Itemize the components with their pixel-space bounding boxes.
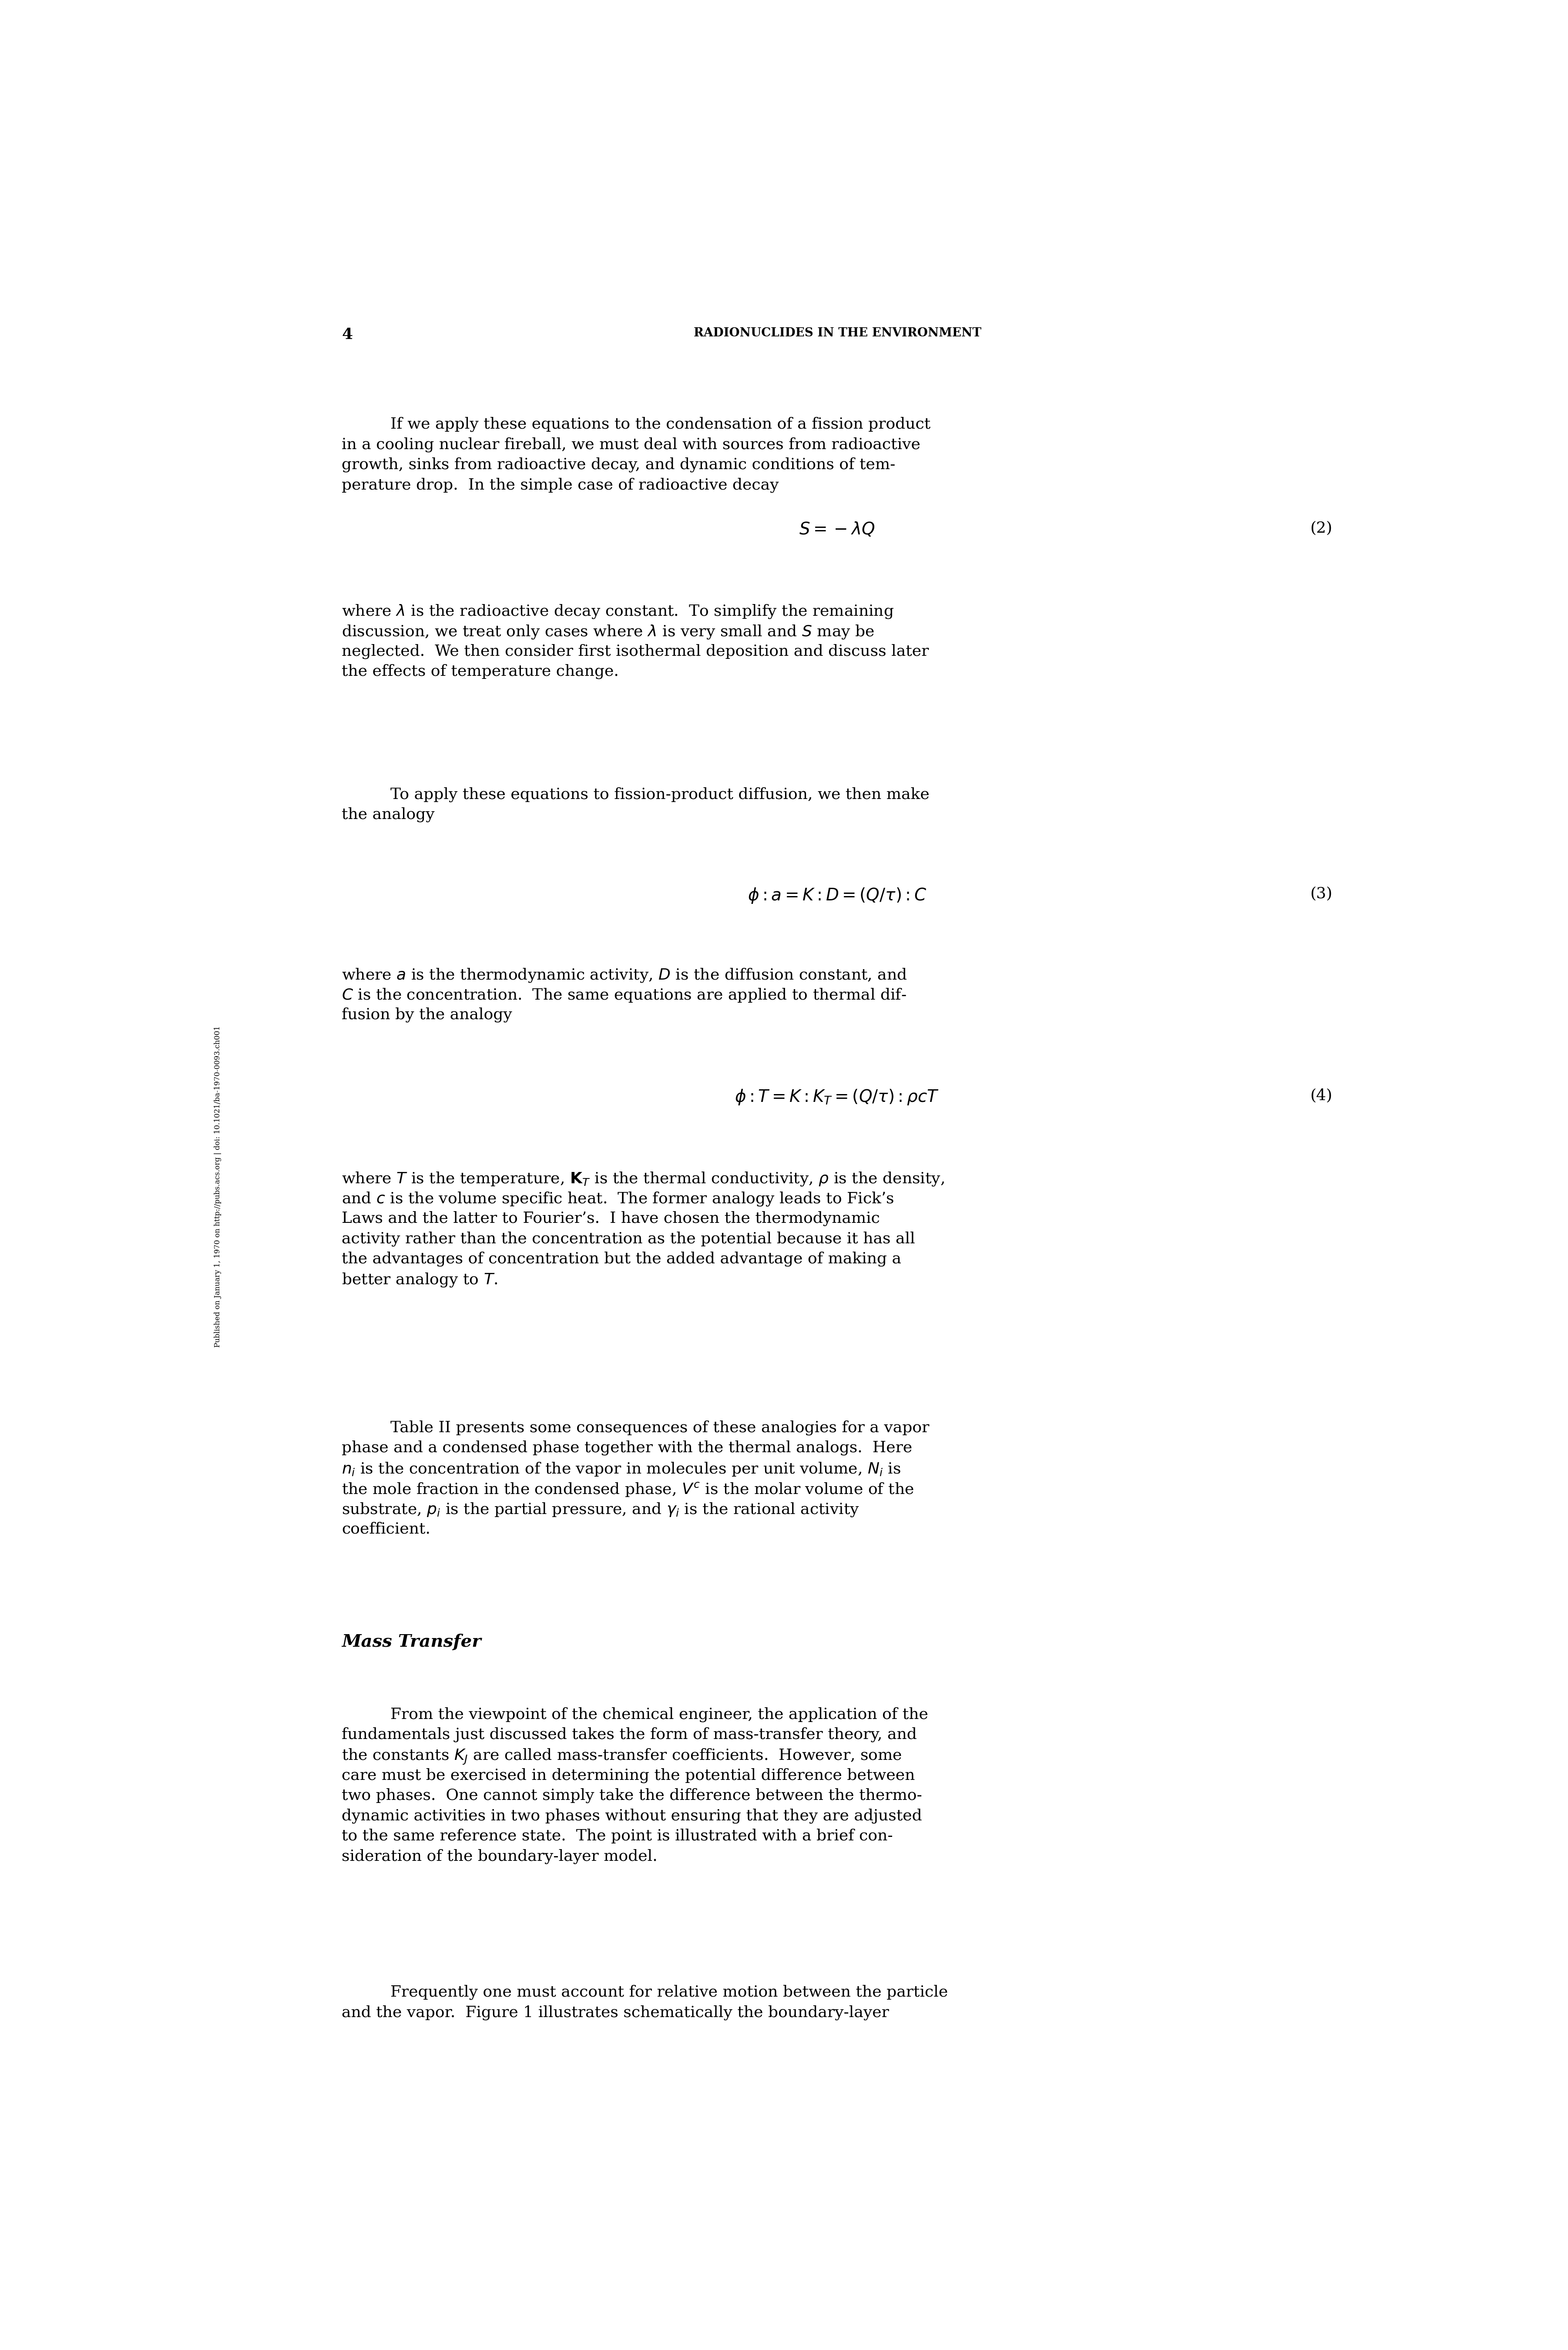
Text: and $c$ is the volume specific heat.  The former analogy leads to Fick’s: and $c$ is the volume specific heat. The… [342, 1191, 894, 1208]
Text: the constants $K_J$ are called mass-transfer coefficients.  However, some: the constants $K_J$ are called mass-tran… [342, 1748, 902, 1765]
Text: To apply these equations to fission-product diffusion, we then make: To apply these equations to fission-prod… [390, 787, 930, 801]
Text: discussion, we treat only cases where $\lambda$ is very small and $S$ may be: discussion, we treat only cases where $\… [342, 623, 875, 639]
Text: Frequently one must account for relative motion between the particle: Frequently one must account for relative… [390, 1986, 949, 2000]
Text: If we apply these equations to the condensation of a fission product: If we apply these equations to the conde… [390, 416, 931, 432]
Text: where $a$ is the thermodynamic activity, $D$ is the diffusion constant, and: where $a$ is the thermodynamic activity,… [342, 966, 908, 982]
Text: better analogy to $T$.: better analogy to $T$. [342, 1271, 497, 1288]
Text: Published on January 1, 1970 on http://pubs.acs.org | doi: 10.1021/ba-1970-0093.: Published on January 1, 1970 on http://p… [215, 1027, 221, 1347]
Text: growth, sinks from radioactive decay, and dynamic conditions of tem-: growth, sinks from radioactive decay, an… [342, 458, 895, 472]
Text: two phases.  One cannot simply take the difference between the thermo-: two phases. One cannot simply take the d… [342, 1788, 922, 1802]
Text: From the viewpoint of the chemical engineer, the application of the: From the viewpoint of the chemical engin… [390, 1706, 928, 1723]
Text: (2): (2) [1309, 522, 1333, 536]
Text: to the same reference state.  The point is illustrated with a brief con-: to the same reference state. The point i… [342, 1828, 894, 1842]
Text: Laws and the latter to Fourier’s.  I have chosen the thermodynamic: Laws and the latter to Fourier’s. I have… [342, 1210, 880, 1227]
Text: activity rather than the concentration as the potential because it has all: activity rather than the concentration a… [342, 1231, 916, 1246]
Text: $C$ is the concentration.  The same equations are applied to thermal dif-: $C$ is the concentration. The same equat… [342, 987, 906, 1003]
Text: $S = -\lambda Q$: $S = -\lambda Q$ [800, 522, 875, 538]
Text: care must be exercised in determining the potential difference between: care must be exercised in determining th… [342, 1767, 916, 1784]
Text: the analogy: the analogy [342, 806, 434, 822]
Text: substrate, $p_i$ is the partial pressure, and $\gamma_i$ is the rational activit: substrate, $p_i$ is the partial pressure… [342, 1502, 859, 1518]
Text: in a cooling nuclear fireball, we must deal with sources from radioactive: in a cooling nuclear fireball, we must d… [342, 437, 920, 451]
Text: RADIONUCLIDES IN THE ENVIRONMENT: RADIONUCLIDES IN THE ENVIRONMENT [693, 327, 982, 338]
Text: dynamic activities in two phases without ensuring that they are adjusted: dynamic activities in two phases without… [342, 1807, 922, 1824]
Text: $\phi{:}T = K{:}K_{T} = (Q/\tau){:}\rho cT$: $\phi{:}T = K{:}K_{T} = (Q/\tau){:}\rho … [735, 1088, 939, 1107]
Text: $n_i$ is the concentration of the vapor in molecules per unit volume, $N_i$ is: $n_i$ is the concentration of the vapor … [342, 1462, 902, 1478]
Text: the effects of temperature change.: the effects of temperature change. [342, 665, 619, 679]
Text: Table II presents some consequences of these analogies for a vapor: Table II presents some consequences of t… [390, 1419, 930, 1436]
Text: and the vapor.  Figure 1 illustrates schematically the boundary-layer: and the vapor. Figure 1 illustrates sche… [342, 2005, 889, 2021]
Text: sideration of the boundary-layer model.: sideration of the boundary-layer model. [342, 1849, 657, 1864]
Text: (3): (3) [1309, 886, 1333, 900]
Text: the advantages of concentration but the added advantage of making a: the advantages of concentration but the … [342, 1253, 902, 1267]
Text: the mole fraction in the condensed phase, $V^c$ is the molar volume of the: the mole fraction in the condensed phase… [342, 1480, 914, 1497]
Text: where $\lambda$ is the radioactive decay constant.  To simplify the remaining: where $\lambda$ is the radioactive decay… [342, 604, 894, 620]
Text: where $T$ is the temperature, $\mathbf{K}_{T}$ is the thermal conductivity, $\rh: where $T$ is the temperature, $\mathbf{K… [342, 1170, 944, 1187]
Text: (4): (4) [1309, 1088, 1333, 1102]
Text: Mass Transfer: Mass Transfer [342, 1633, 481, 1650]
Text: coefficient.: coefficient. [342, 1520, 431, 1537]
Text: fundamentals just discussed takes the form of mass-transfer theory, and: fundamentals just discussed takes the fo… [342, 1727, 917, 1741]
Text: $\phi{:}a = K{:}D = (Q/\tau){:}C$: $\phi{:}a = K{:}D = (Q/\tau){:}C$ [748, 886, 927, 905]
Text: fusion by the analogy: fusion by the analogy [342, 1008, 513, 1022]
Text: phase and a condensed phase together with the thermal analogs.  Here: phase and a condensed phase together wit… [342, 1441, 913, 1455]
Text: neglected.  We then consider first isothermal deposition and discuss later: neglected. We then consider first isothe… [342, 644, 930, 658]
Text: 4: 4 [342, 327, 353, 343]
Text: perature drop.  In the simple case of radioactive decay: perature drop. In the simple case of rad… [342, 477, 779, 494]
